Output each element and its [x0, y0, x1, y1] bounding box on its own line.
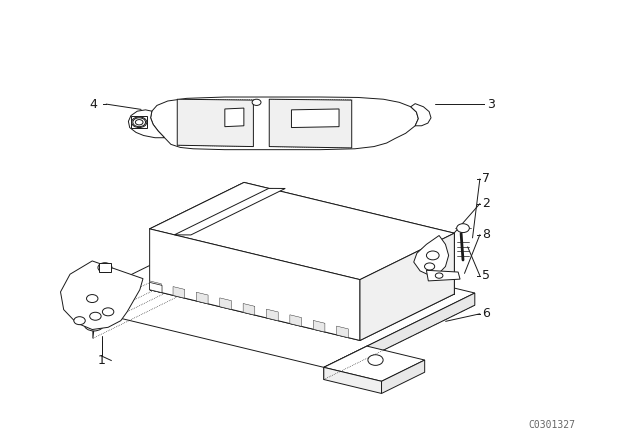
Circle shape: [252, 99, 261, 105]
Polygon shape: [173, 287, 185, 298]
Polygon shape: [290, 315, 301, 327]
Circle shape: [132, 117, 147, 128]
Circle shape: [74, 317, 85, 325]
Text: C0301327: C0301327: [528, 420, 575, 430]
Circle shape: [237, 256, 252, 267]
Polygon shape: [150, 182, 454, 280]
Circle shape: [102, 308, 114, 316]
Polygon shape: [93, 293, 95, 329]
Polygon shape: [291, 109, 339, 128]
Polygon shape: [93, 237, 475, 367]
Polygon shape: [177, 99, 253, 146]
Text: 5: 5: [482, 269, 490, 282]
Polygon shape: [93, 310, 95, 338]
Polygon shape: [99, 263, 111, 272]
Text: 2: 2: [483, 197, 490, 210]
Circle shape: [457, 224, 469, 233]
Circle shape: [319, 276, 335, 286]
Circle shape: [368, 355, 383, 366]
Text: 4: 4: [90, 98, 97, 111]
Circle shape: [98, 263, 112, 272]
Polygon shape: [324, 346, 425, 381]
Circle shape: [89, 320, 99, 327]
Polygon shape: [150, 281, 161, 293]
Polygon shape: [203, 254, 244, 266]
Circle shape: [84, 317, 104, 331]
Text: 3: 3: [487, 98, 495, 111]
Polygon shape: [150, 229, 360, 340]
Polygon shape: [337, 326, 348, 338]
Polygon shape: [61, 261, 143, 330]
Text: 7: 7: [482, 172, 490, 185]
Polygon shape: [269, 99, 352, 148]
Polygon shape: [225, 108, 244, 127]
Circle shape: [133, 118, 145, 127]
Circle shape: [86, 295, 98, 302]
Circle shape: [136, 120, 143, 125]
Circle shape: [271, 300, 286, 310]
Polygon shape: [131, 116, 147, 128]
Text: 1: 1: [98, 354, 106, 367]
Polygon shape: [360, 233, 454, 340]
Circle shape: [424, 263, 435, 270]
Circle shape: [394, 294, 409, 304]
Polygon shape: [411, 103, 431, 126]
Polygon shape: [413, 236, 449, 276]
Circle shape: [435, 273, 443, 278]
Polygon shape: [324, 367, 381, 393]
Polygon shape: [313, 320, 325, 332]
Polygon shape: [367, 293, 475, 358]
Circle shape: [426, 251, 439, 260]
Circle shape: [90, 312, 101, 320]
Polygon shape: [266, 309, 278, 321]
Text: 6: 6: [483, 307, 490, 320]
Polygon shape: [243, 303, 255, 315]
Polygon shape: [381, 360, 425, 393]
Polygon shape: [150, 97, 419, 150]
Text: 8: 8: [482, 228, 490, 241]
Polygon shape: [220, 298, 232, 310]
Polygon shape: [129, 110, 164, 138]
Polygon shape: [203, 237, 244, 256]
Polygon shape: [196, 292, 208, 304]
Polygon shape: [150, 282, 162, 293]
Polygon shape: [426, 270, 460, 281]
Circle shape: [188, 280, 204, 290]
Polygon shape: [174, 188, 285, 235]
Circle shape: [345, 318, 360, 328]
Polygon shape: [324, 346, 367, 379]
